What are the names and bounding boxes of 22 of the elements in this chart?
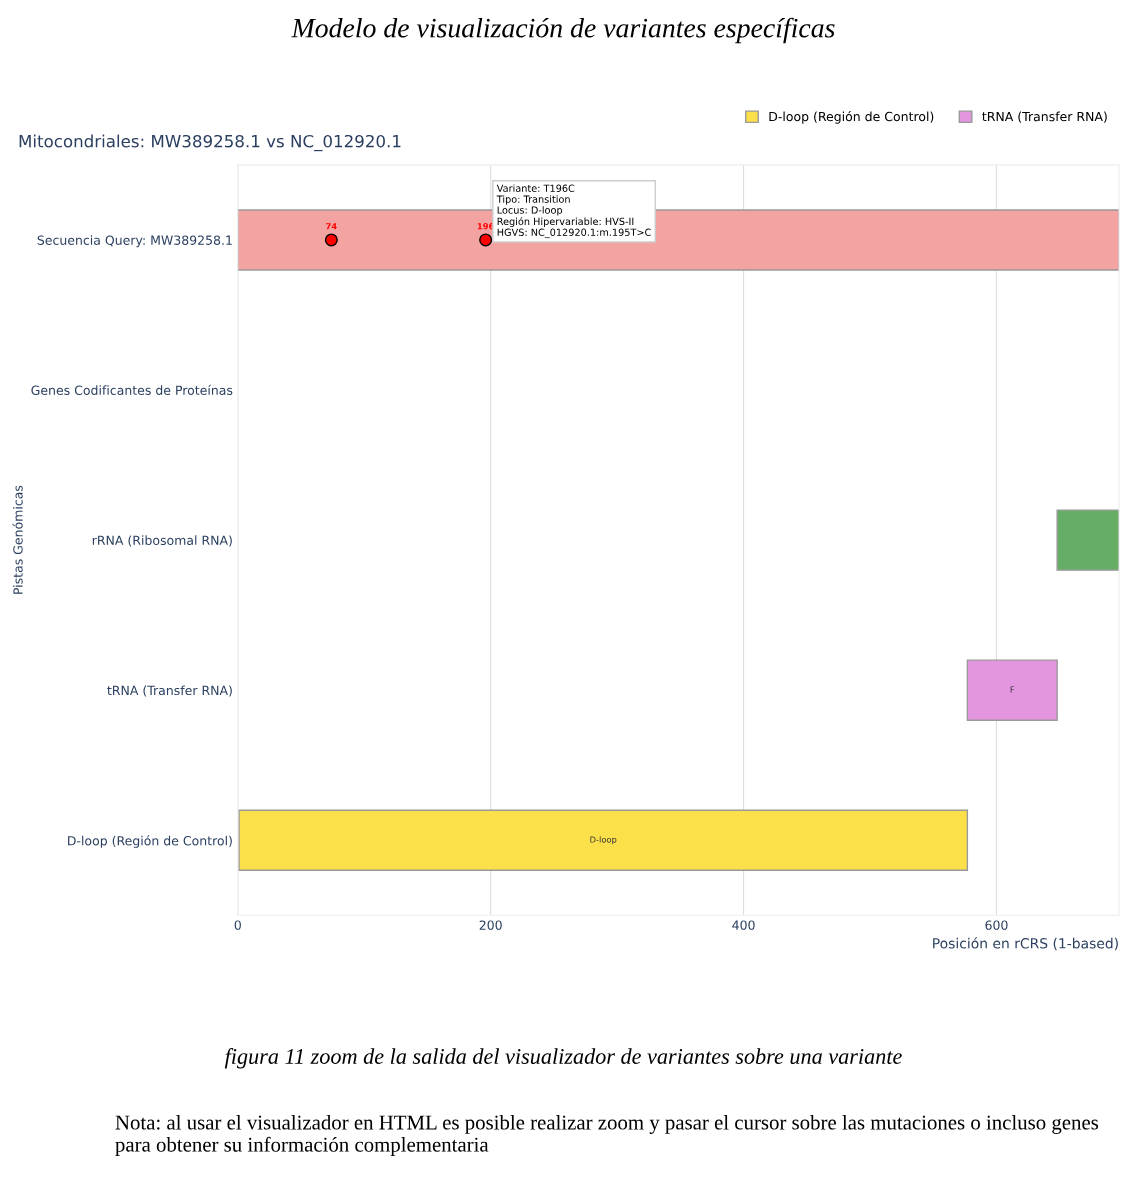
data-label: F — [1010, 686, 1015, 693]
x-tick-label: 400 — [732, 920, 755, 930]
data-label: 74 — [326, 223, 337, 230]
y-tick-label: D-loop (Región de Control) — [68, 835, 232, 848]
legend-label: tRNA (Transfer RNA) — [982, 111, 1107, 123]
data-label: 196 — [477, 223, 494, 230]
y-tick-label: Genes Codificantes de Proteínas — [31, 384, 233, 395]
y-tick-label: Secuencia Query: MW389258.1 — [37, 235, 232, 248]
legend-label: D-loop (Región de Control) — [769, 111, 934, 124]
y-tick-label: tRNA (Transfer RNA) — [107, 685, 232, 697]
chart-title: Modelo de visualización de variantes específicas — [291, 17, 835, 44]
chart-subtitle: Mitocondriales: MW389258.1 vs NC_012920.1 — [19, 134, 401, 152]
text: figura 11 zoom de la salida del visualizador de variantes sobre una variante — [224, 1048, 902, 1069]
x-tick-label: 600 — [985, 920, 1008, 930]
y-tick-label: rRNA (Ribosomal RNA) — [92, 535, 232, 547]
x-tick-label: 200 — [479, 920, 502, 930]
annotation: Variante: T196C Tipo: Transition Locus: D-loop Región Hipervariable: HVS-II HGVS: NC_012920.1:m.195T>C — [496, 184, 651, 239]
text: Nota: al usar el visualizador en HTML es posible realizar zoom y pasar el cursor sobre las mutaciones o incluso genes para obtener su información complementaria — [115, 1114, 1099, 1156]
data-label: D-loop — [590, 836, 617, 845]
x-axis-title: Posición en rCRS (1-based) — [933, 937, 1118, 951]
x-tick-label: 0 — [234, 920, 241, 930]
y-axis-title: Pistas Genómicas — [12, 485, 23, 594]
